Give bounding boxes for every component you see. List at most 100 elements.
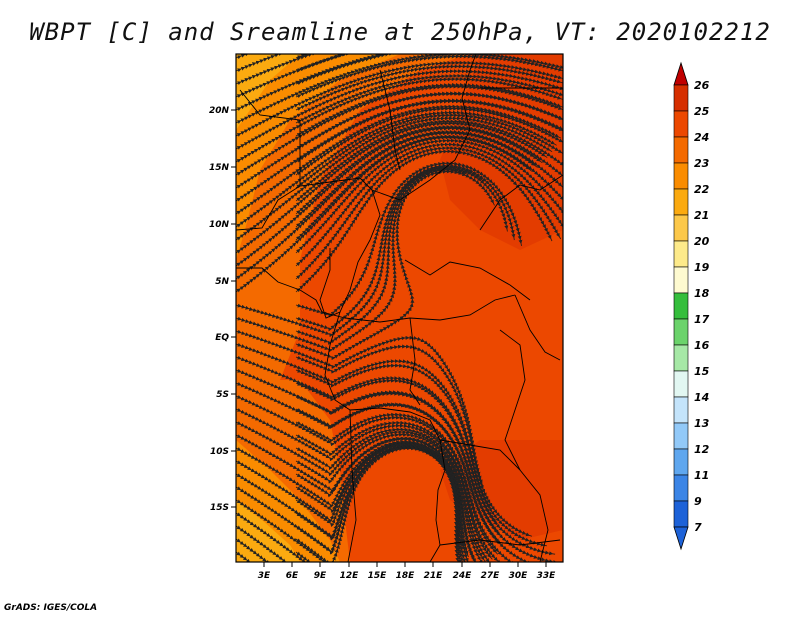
streamline bbox=[295, 169, 495, 361]
map-frame bbox=[235, 53, 564, 563]
streamline bbox=[295, 145, 562, 280]
streamline bbox=[236, 538, 270, 562]
colorbar-label: 23 bbox=[694, 157, 710, 170]
lon-label: 18E bbox=[396, 571, 416, 581]
streamline bbox=[295, 82, 563, 137]
streamline bbox=[236, 445, 459, 555]
streamline bbox=[295, 54, 355, 73]
colorbar: 26 25 24 23 22 21 20 19 18 17 16 15 14 13 12 11 9 7 bbox=[673, 61, 710, 551]
streamline bbox=[236, 84, 563, 176]
streamline bbox=[236, 444, 461, 541]
streamline bbox=[236, 54, 287, 73]
border-line bbox=[324, 311, 446, 562]
colorbar-label: 18 bbox=[694, 287, 710, 300]
streamline bbox=[295, 420, 501, 562]
streamline bbox=[236, 368, 501, 536]
streamline bbox=[295, 54, 563, 99]
temperature-band-20 bbox=[236, 54, 300, 130]
border-line bbox=[514, 294, 561, 361]
streamline bbox=[236, 165, 485, 338]
map-panel bbox=[236, 54, 563, 562]
streamline bbox=[236, 54, 354, 98]
streamline bbox=[295, 344, 533, 537]
colorbar-high-arrow bbox=[673, 61, 689, 86]
colorbar-box bbox=[673, 110, 689, 138]
border-line bbox=[409, 317, 421, 406]
lon-label: 15E bbox=[368, 571, 388, 581]
lat-label: 15N bbox=[209, 163, 230, 173]
colorbar-label: 9 bbox=[694, 495, 702, 508]
streamline bbox=[236, 126, 543, 267]
border-line bbox=[371, 54, 477, 201]
colorbar-box bbox=[673, 474, 689, 502]
streamline bbox=[236, 54, 399, 111]
streamline bbox=[295, 446, 460, 562]
streamline bbox=[295, 129, 563, 228]
streamline bbox=[236, 91, 563, 189]
streamline bbox=[295, 391, 558, 562]
temperature-band-22 bbox=[236, 54, 470, 400]
streamline bbox=[236, 408, 493, 560]
streamline bbox=[236, 167, 468, 353]
colorbar-label: 17 bbox=[694, 313, 710, 326]
border-line bbox=[479, 174, 563, 231]
streamline bbox=[295, 436, 476, 562]
border-line bbox=[236, 177, 381, 319]
border-line bbox=[321, 294, 516, 323]
streamline bbox=[236, 104, 562, 215]
streamline bbox=[236, 525, 287, 562]
colorbar-box bbox=[673, 422, 689, 450]
colorbar-box bbox=[673, 318, 689, 346]
lon-axis: 3E 6E 9E 12E 15E 18E 21E 24E 27E 30E 33E bbox=[258, 562, 556, 581]
colorbar-label: 21 bbox=[694, 209, 709, 222]
colorbar-box bbox=[673, 136, 689, 164]
lat-label: 20N bbox=[209, 106, 230, 116]
border-line bbox=[347, 409, 357, 562]
streamline bbox=[236, 54, 253, 60]
lat-label: 10N bbox=[209, 220, 230, 230]
streamline bbox=[236, 130, 538, 280]
colorbar-label: 19 bbox=[694, 261, 710, 274]
lon-label: 3E bbox=[258, 571, 271, 581]
colorbar-box bbox=[673, 370, 689, 398]
streamline bbox=[295, 440, 469, 562]
streamline bbox=[236, 499, 326, 562]
streamline bbox=[295, 166, 509, 345]
streamline bbox=[295, 142, 563, 267]
country-borders bbox=[236, 54, 563, 562]
streamline bbox=[295, 432, 483, 562]
colorbar-box bbox=[673, 84, 689, 112]
lat-label: 5N bbox=[215, 277, 229, 287]
colorbar-box bbox=[673, 214, 689, 242]
streamline bbox=[295, 149, 553, 293]
lon-label: 6E bbox=[286, 571, 299, 581]
border-line bbox=[236, 267, 323, 313]
colorbar-label: 20 bbox=[694, 235, 710, 248]
streamline bbox=[236, 551, 251, 562]
streamline bbox=[295, 402, 531, 562]
streamline bbox=[236, 329, 483, 486]
streamline bbox=[236, 116, 553, 241]
streamlines bbox=[236, 54, 563, 562]
colorbar-box bbox=[673, 266, 689, 294]
streamline bbox=[295, 378, 556, 556]
streamline bbox=[295, 163, 516, 332]
streamline bbox=[295, 99, 563, 163]
streamline bbox=[295, 119, 563, 202]
lon-label: 30E bbox=[509, 571, 529, 581]
streamline bbox=[236, 441, 465, 549]
lon-label: 27E bbox=[481, 571, 501, 581]
border-line bbox=[379, 69, 401, 171]
streamline bbox=[295, 64, 563, 111]
streamline bbox=[295, 442, 466, 562]
streamline bbox=[295, 73, 563, 124]
temperature-band-24 bbox=[440, 54, 563, 250]
footer-credit: GrADS: IGES/COLA bbox=[4, 603, 98, 613]
colorbar-low-arrow bbox=[673, 526, 689, 551]
streamline bbox=[236, 69, 563, 150]
streamline bbox=[236, 77, 563, 163]
lat-axis: 20N 15N 10N 5N EQ 5S 10S 15S bbox=[209, 106, 236, 513]
streamline bbox=[236, 512, 306, 562]
streamline bbox=[295, 106, 563, 176]
streamline bbox=[295, 54, 317, 60]
